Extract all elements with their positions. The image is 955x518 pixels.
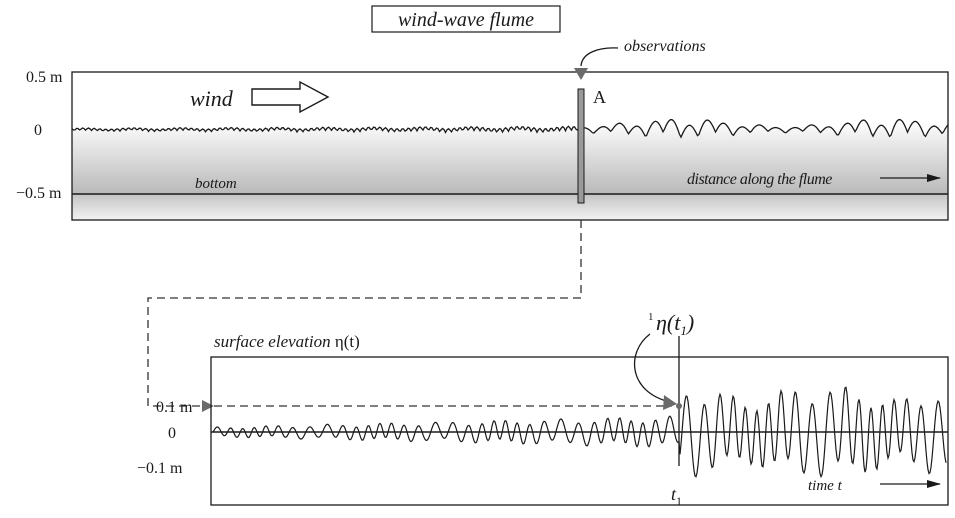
- bottom-label: bottom: [195, 176, 237, 192]
- marker-pointer: [634, 333, 671, 403]
- observations-label: observations: [624, 38, 706, 55]
- record-title-symbol: η(t): [335, 332, 360, 351]
- record-title-text: surface elevation: [214, 332, 335, 351]
- t1-label: t1: [671, 484, 682, 508]
- bed-region: [72, 194, 948, 220]
- water-body: [72, 119, 948, 194]
- flume-panel: 0.5 m 0 −0.5 m wind A observations botto…: [16, 38, 949, 221]
- observations-arrow-icon: [574, 68, 588, 80]
- water-surface: [71, 118, 949, 139]
- record-tick-top: 0.1 m: [156, 399, 193, 416]
- connector-dashed-line: [147, 220, 582, 407]
- probe-label: A: [593, 87, 606, 107]
- marker-point: [676, 403, 682, 409]
- marker-label-sup: 1: [648, 311, 654, 323]
- flume-tick-top: 0.5 m: [26, 69, 63, 86]
- record-title: surface elevation η(t): [214, 332, 360, 351]
- marker-label: η(t1): [656, 310, 694, 338]
- record-tick-zero: 0: [168, 425, 176, 442]
- wind-label: wind: [190, 86, 234, 111]
- wave-probe: [577, 88, 585, 204]
- observations-pointer: [580, 47, 619, 67]
- record-tick-bottom: −0.1 m: [137, 460, 183, 477]
- title: wind-wave flume: [398, 9, 534, 31]
- flume-tick-bottom: −0.5 m: [16, 185, 62, 202]
- title-box: [371, 5, 561, 33]
- record-frame: [210, 356, 949, 506]
- flume-tick-zero: 0: [34, 122, 42, 139]
- elevation-trace: [212, 386, 947, 479]
- marker-arrow-icon: [663, 395, 677, 410]
- wind-arrow-icon: [251, 80, 330, 114]
- time-label: time t: [808, 478, 843, 494]
- flume-frame: [71, 71, 949, 221]
- record-panel: surface elevation η(t) 0.1 m 0 −0.1 m 1 …: [137, 310, 949, 508]
- connector-arrow-icon: [202, 400, 214, 412]
- distance-label: distance along the flume: [687, 171, 832, 188]
